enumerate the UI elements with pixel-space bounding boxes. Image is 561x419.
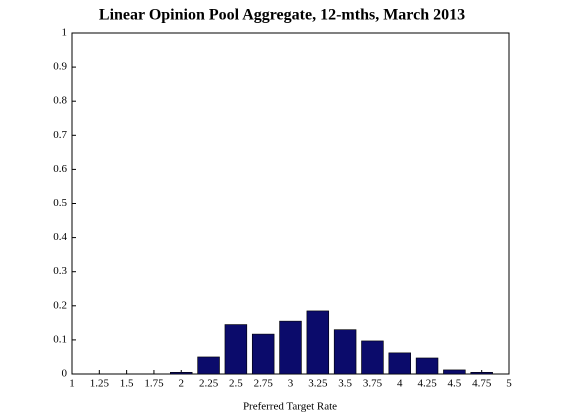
x-tick-label: 3.75 [363,378,383,390]
y-tick-label: 0.4 [53,231,67,243]
y-tick-label: 0.7 [53,129,67,141]
y-tick-label: 0.1 [53,333,67,345]
bar [197,356,220,375]
x-tick-label: 3.25 [308,378,328,390]
bar [251,333,275,375]
y-tick-label: 0.3 [53,265,67,277]
chart-title: Linear Opinion Pool Aggregate, 12-mths, … [99,7,465,24]
x-tick-label: 3.5 [338,378,352,390]
bar [170,371,193,375]
bar [279,320,302,375]
x-tick-label: 4.25 [417,378,437,390]
y-tick-label: 0 [62,368,68,380]
x-tick-label: 1 [69,378,75,390]
x-tick-label: 2 [179,378,185,390]
x-tick-label: 2.75 [254,378,274,390]
x-tick-label: 1.75 [144,378,164,390]
y-tick-label: 1 [62,27,68,39]
x-tick-label: 2.5 [229,378,243,390]
x-axis-label: Preferred Target Rate [243,401,337,413]
bar [415,357,439,375]
y-tick-label: 0.2 [53,299,67,311]
bar [306,310,330,375]
x-tick-label: 1.5 [120,378,134,390]
x-tick-label: 4.75 [472,378,492,390]
bar [361,340,384,375]
x-tick-label: 3 [288,378,294,390]
y-tick-label: 0.6 [53,163,67,175]
x-tick-label: 4 [397,378,403,390]
bar [333,329,357,375]
x-tick-label: 5 [506,378,512,390]
x-tick-label: 1.25 [90,378,110,390]
x-tick-label: 2.25 [199,378,219,390]
x-tick-label: 4.5 [448,378,462,390]
bar [388,352,411,375]
y-tick-label: 0.9 [53,61,67,73]
y-tick-label: 0.5 [53,197,67,209]
y-tick-label: 0.8 [53,95,67,107]
bar [224,324,248,375]
bar [470,371,493,375]
bar [443,369,466,375]
